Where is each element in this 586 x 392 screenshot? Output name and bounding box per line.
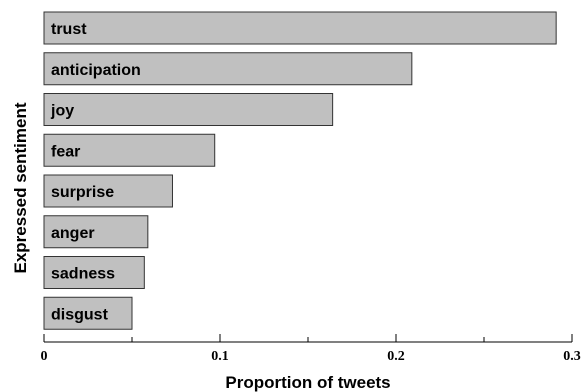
x-tick-label: 0.3: [563, 349, 581, 364]
bar-label-joy: joy: [50, 103, 74, 120]
bar-trust: [43, 11, 557, 45]
bar-label-anger: anger: [51, 225, 95, 242]
x-tick-label: 0: [41, 349, 48, 364]
bar-anticipation: [43, 52, 413, 86]
x-axis-title: Proportion of tweets: [225, 373, 390, 392]
bar-sadness: [43, 256, 145, 289]
bar-joy: [43, 93, 334, 126]
bar-label-disgust: disgust: [51, 306, 109, 323]
bar-fear: [43, 133, 216, 167]
x-tick-label: 0.1: [211, 349, 229, 364]
bar-label-trust: trust: [51, 21, 87, 38]
bar-surprise: [43, 174, 173, 208]
bar-anger: [43, 215, 149, 249]
bar-disgust: [43, 296, 133, 330]
bars-group: trust anticipation joy fear surprise anger sad…: [43, 11, 557, 330]
bar-label-fear: fear: [51, 143, 80, 160]
x-tick-label: 0.2: [387, 349, 405, 364]
y-axis-title: Expressed sentiment: [11, 102, 30, 273]
bar-label-sadness: sadness: [51, 266, 115, 283]
x-ticks-group: 0 0.1 0.2 0.3: [41, 334, 581, 364]
bar-label-surprise: surprise: [51, 184, 114, 201]
bar-label-anticipation: anticipation: [51, 62, 141, 79]
